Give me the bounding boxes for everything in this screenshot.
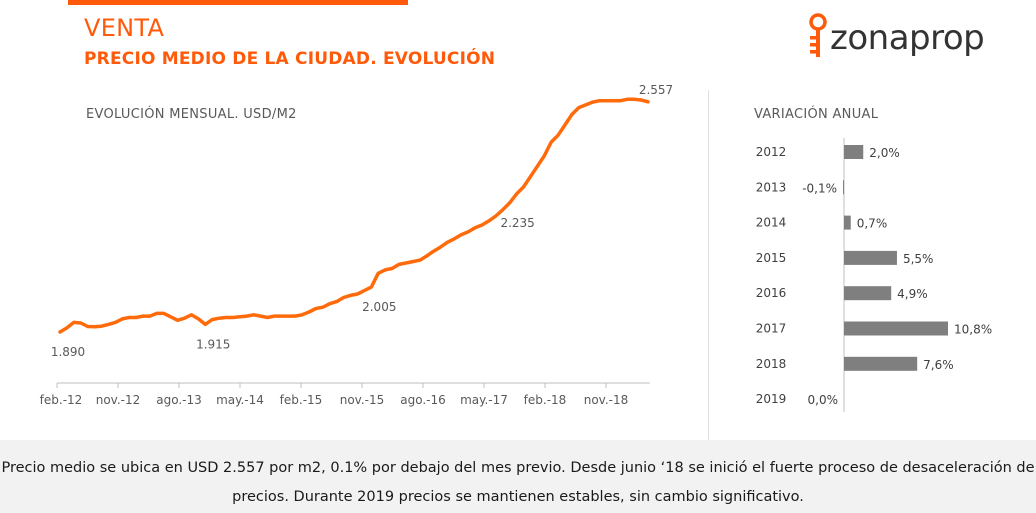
top-accent-bar bbox=[68, 0, 408, 5]
data-label: 2.557 bbox=[639, 83, 673, 97]
x-tick-label: nov.-15 bbox=[340, 393, 385, 407]
bar-value-label: 2,0% bbox=[869, 146, 900, 160]
data-label: 1.890 bbox=[51, 345, 85, 359]
bar-2013 bbox=[843, 180, 844, 195]
logo-text: zonaprop bbox=[830, 18, 985, 58]
bar-value-label: 0,0% bbox=[808, 393, 839, 407]
key-pin-icon bbox=[809, 13, 827, 57]
bar-2016 bbox=[844, 286, 892, 301]
bar-category-label: 2012 bbox=[756, 145, 787, 159]
x-tick-label: nov.-12 bbox=[96, 393, 141, 407]
bar-chart: 2012 2,0% 2013 -0,1% 2014 0,7% 2015 5,5% 2016 4,9… bbox=[756, 138, 992, 412]
bar-2015 bbox=[844, 250, 897, 265]
bar-value-label: 0,7% bbox=[857, 217, 888, 231]
bar-category-label: 2013 bbox=[756, 180, 787, 194]
bar-2014 bbox=[844, 215, 851, 230]
x-tick-label: ago.-16 bbox=[400, 393, 446, 407]
data-label: 2.005 bbox=[362, 300, 396, 314]
footer-panel: Precio medio se ubica en USD 2.557 por m… bbox=[0, 440, 1036, 513]
bar-category-label: 2015 bbox=[756, 251, 787, 265]
x-tick-label: may.-17 bbox=[460, 393, 508, 407]
page-subtitle: PRECIO MEDIO DE LA CIUDAD. EVOLUCIÓN bbox=[84, 49, 496, 69]
bar-value-label: 5,5% bbox=[903, 252, 934, 266]
x-tick-label: ago.-13 bbox=[156, 393, 202, 407]
x-tick-label: nov.-18 bbox=[584, 393, 629, 407]
bar-category-label: 2018 bbox=[756, 357, 787, 371]
footer-text: Precio medio se ubica en USD 2.557 por m… bbox=[1, 460, 1035, 505]
line-chart-title: EVOLUCIÓN MENSUAL. USD/M2 bbox=[86, 107, 297, 122]
bar-value-label: 10,8% bbox=[954, 323, 992, 337]
line-chart: feb.-12 nov.-12 ago.-13 may.-14 feb.-15 nov.-… bbox=[40, 83, 674, 407]
bar-category-label: 2016 bbox=[756, 286, 787, 300]
panel-divider bbox=[708, 90, 709, 440]
bar-2017 bbox=[844, 321, 948, 336]
bar-category-label: 2017 bbox=[756, 322, 787, 336]
page-title: VENTA bbox=[84, 14, 165, 42]
x-tick-label: may.-14 bbox=[216, 393, 264, 407]
price-series-line bbox=[58, 97, 650, 334]
data-label: 1.915 bbox=[196, 337, 230, 351]
bar-chart-title: VARIACIÓN ANUAL bbox=[754, 107, 879, 122]
x-tick-label: feb.-15 bbox=[280, 393, 323, 407]
x-tick-label: feb.-18 bbox=[524, 393, 567, 407]
x-tick-label: feb.-12 bbox=[40, 393, 83, 407]
bar-value-label: -0,1% bbox=[802, 181, 837, 195]
bar-2018 bbox=[844, 356, 918, 371]
bar-2012 bbox=[844, 145, 864, 159]
bar-value-label: 4,9% bbox=[897, 287, 928, 301]
bar-category-label: 2019 bbox=[756, 392, 787, 406]
brand-logo: zonaprop bbox=[806, 12, 1006, 62]
bar-category-label: 2014 bbox=[756, 216, 787, 230]
bar-value-label: 7,6% bbox=[923, 358, 954, 372]
data-label: 2.235 bbox=[500, 216, 534, 230]
